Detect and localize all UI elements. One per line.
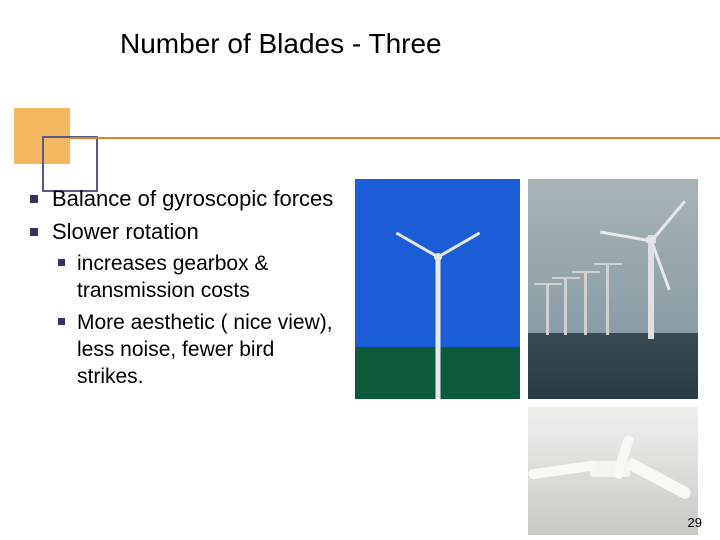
outline-square	[42, 136, 98, 192]
page-number: 29	[688, 515, 702, 530]
bullet-2-1: increases gearbox & transmission costs	[30, 250, 340, 305]
bullet-square-icon	[58, 259, 65, 266]
turbine-illustration	[355, 179, 520, 399]
bullet-square-icon	[30, 195, 38, 203]
bullet-2-1-text: increases gearbox & transmission costs	[77, 250, 340, 305]
bullet-2: Slower rotation	[30, 218, 340, 247]
bullet-2-2-text: More aesthetic ( nice view), less noise,…	[77, 309, 340, 391]
slide: Number of Blades - Three Balance of gyro…	[0, 0, 720, 540]
bullet-square-icon	[30, 228, 38, 236]
turbine-photo-closeup	[528, 407, 698, 535]
divider-line	[70, 137, 720, 139]
bullet-1-text: Balance of gyroscopic forces	[52, 185, 333, 214]
bullet-2-text: Slower rotation	[52, 218, 199, 247]
bullet-1: Balance of gyroscopic forces	[30, 185, 340, 214]
bullet-2-2: More aesthetic ( nice view), less noise,…	[30, 309, 340, 391]
image-panel	[355, 179, 705, 535]
bullet-square-icon	[58, 318, 65, 325]
bullet-content: Balance of gyroscopic forces Slower rota…	[30, 185, 340, 395]
slide-title: Number of Blades - Three	[120, 28, 442, 60]
turbine-photo-row	[528, 179, 698, 399]
